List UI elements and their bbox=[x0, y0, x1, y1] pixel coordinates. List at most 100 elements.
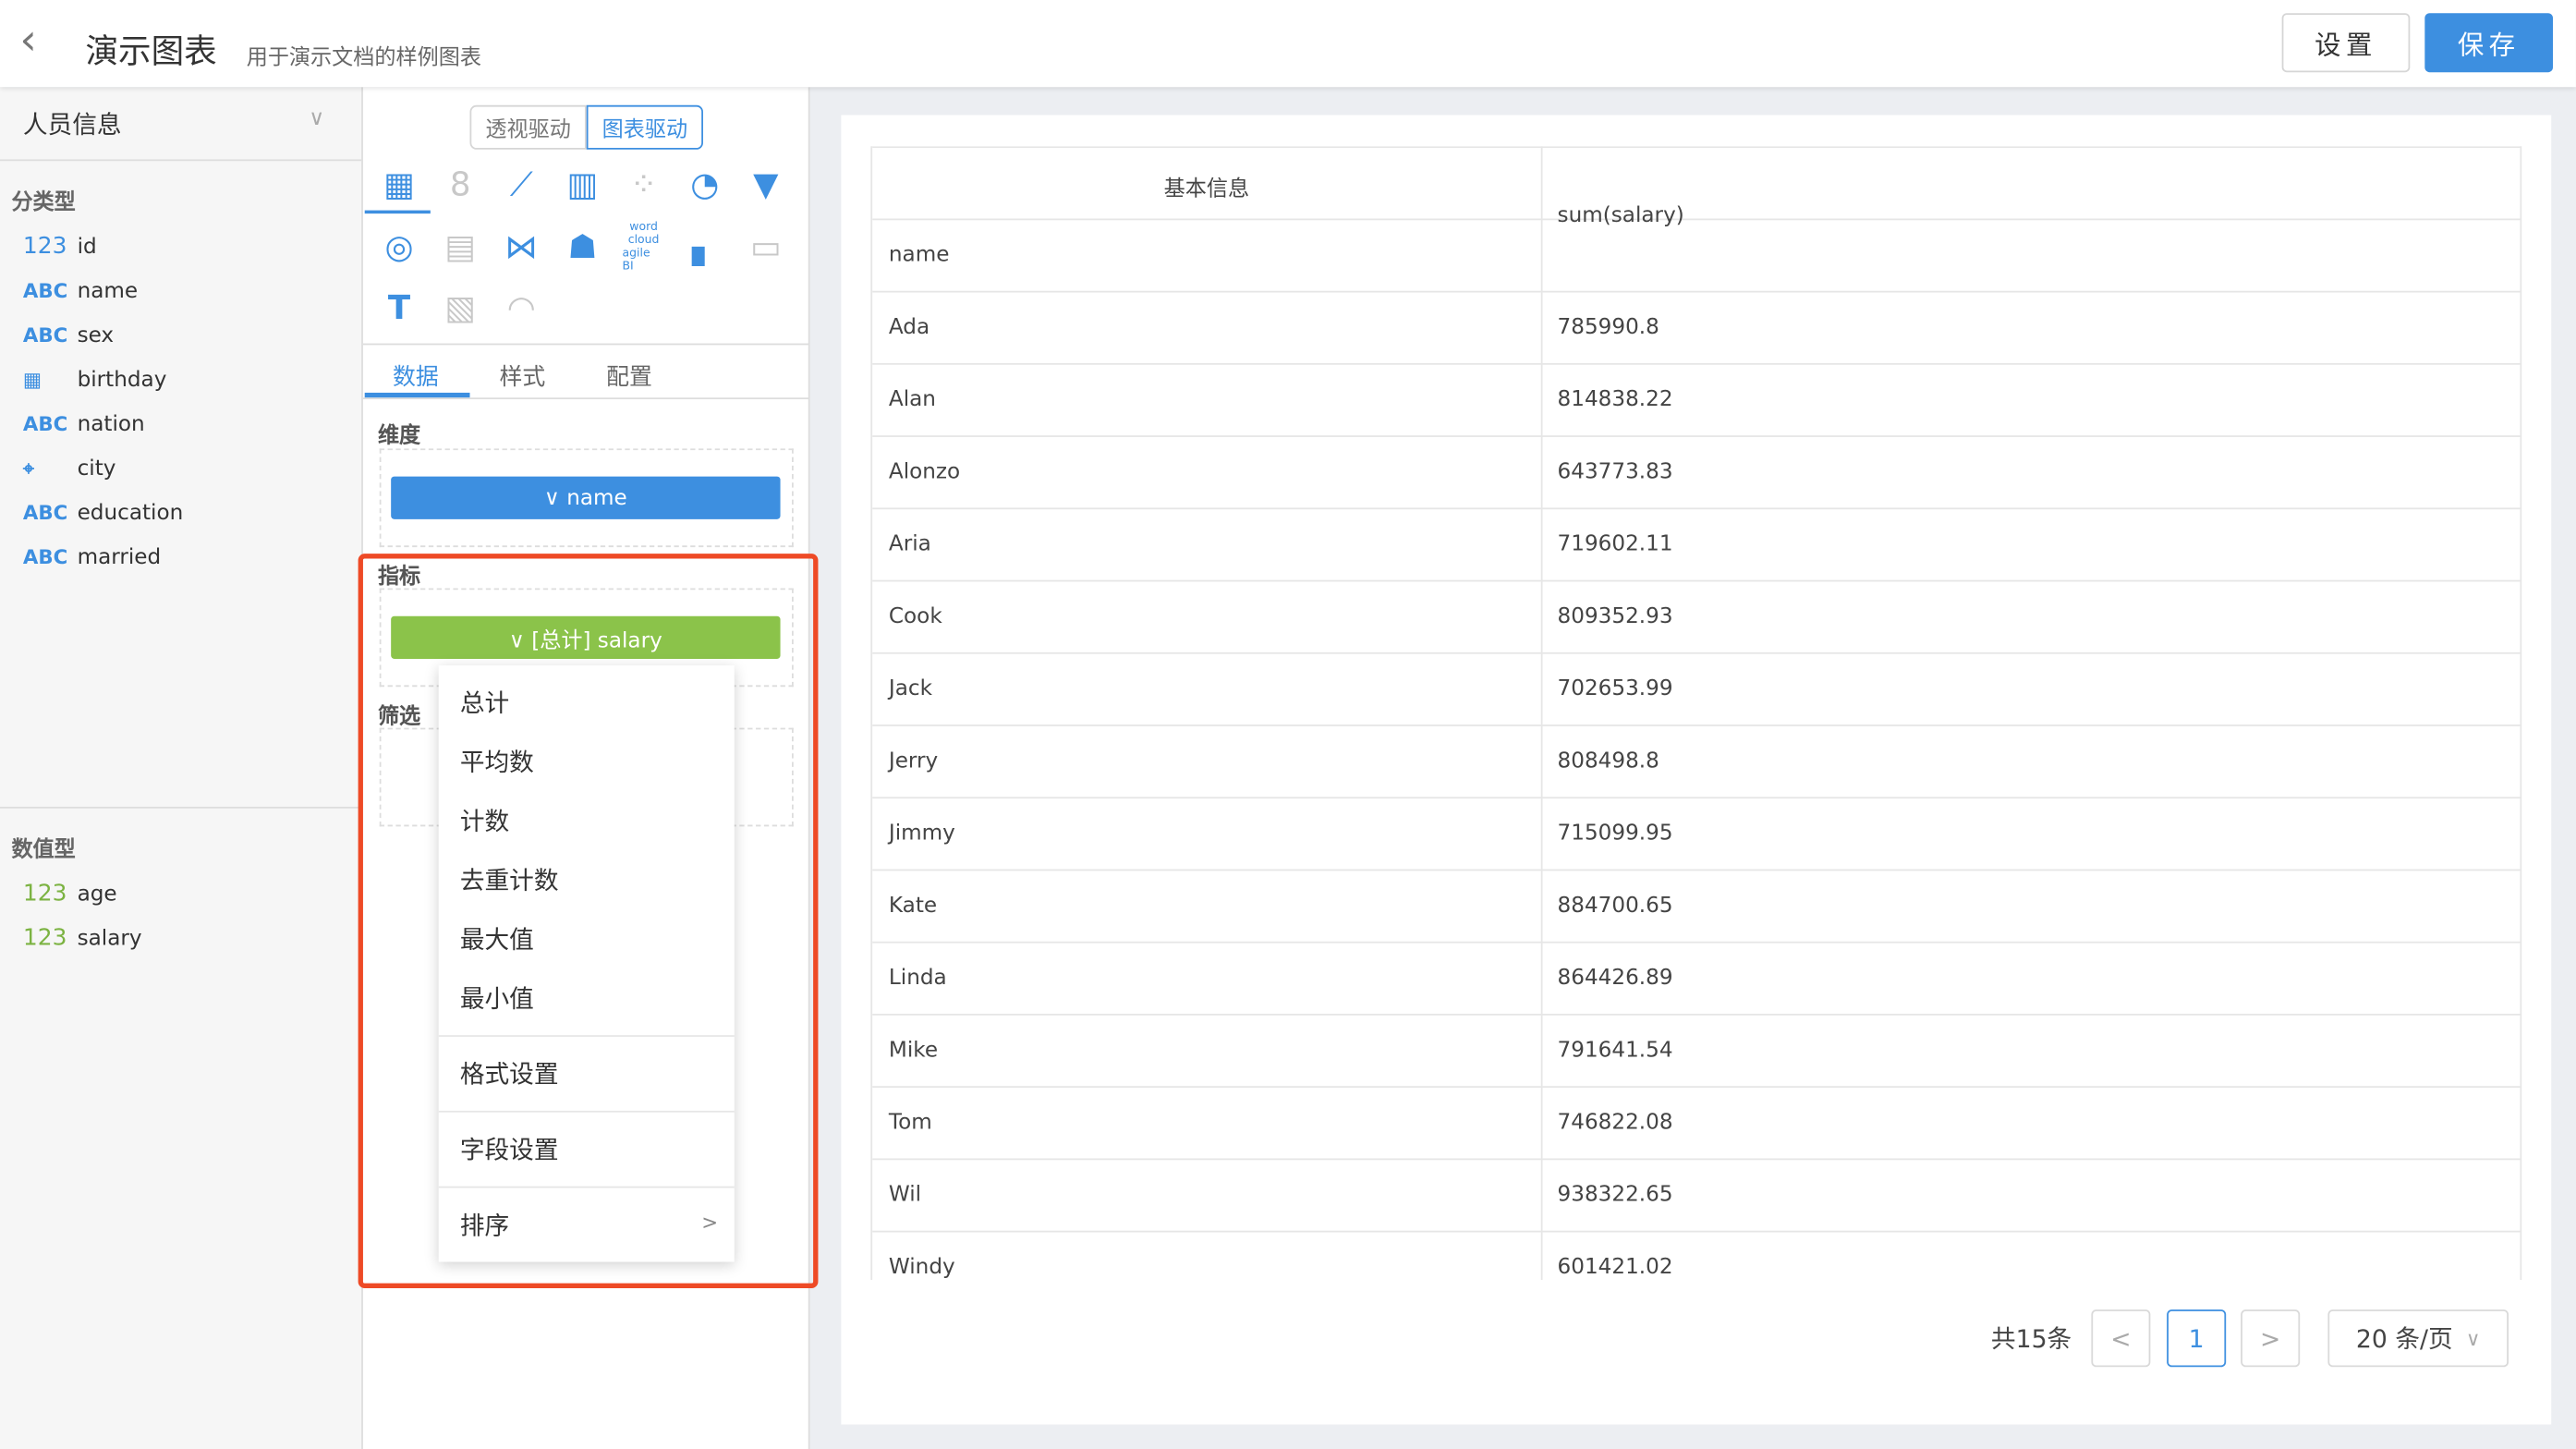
field-name: city bbox=[77, 456, 116, 481]
metric-pill-salary[interactable]: ∨ [总计] salary bbox=[391, 615, 781, 659]
header: ‹ 演示图表 用于演示文档的样例图表 设置 保存 bbox=[0, 0, 2576, 88]
field-age[interactable]: 123 age bbox=[23, 877, 117, 910]
menu-item-aggregate[interactable]: 最小值 bbox=[459, 984, 534, 1015]
back-icon[interactable]: ‹ bbox=[19, 16, 37, 67]
page-size-value: 20 条/页 bbox=[2355, 1324, 2453, 1355]
chart-mode-button[interactable]: 图表驱动 bbox=[586, 104, 703, 150]
cell-sum-salary: 938322.65 bbox=[1557, 1183, 1673, 1208]
cell-sum-salary: 808498.8 bbox=[1557, 749, 1659, 774]
next-page-button[interactable]: > bbox=[2241, 1309, 2301, 1368]
filter-label: 筛选 bbox=[377, 704, 421, 730]
page-1-button[interactable]: 1 bbox=[2167, 1309, 2227, 1368]
column-header-sum-salary[interactable]: sum(salary) bbox=[1557, 203, 1684, 229]
total-count: 共15条 bbox=[1990, 1324, 2072, 1355]
chart-type-waterfall-icon[interactable]: ▖ bbox=[692, 225, 718, 266]
field-city[interactable]: ⌖ city bbox=[23, 452, 116, 485]
field-sex[interactable]: ABC sex bbox=[23, 319, 114, 352]
map-pin-icon: ⌖ bbox=[22, 456, 34, 480]
chart-type-parallel-disabled-icon[interactable]: ▤ bbox=[444, 225, 476, 266]
field-name[interactable]: ABC name bbox=[23, 274, 138, 308]
save-button[interactable]: 保存 bbox=[2424, 13, 2554, 73]
cell-sum-salary: 814838.22 bbox=[1557, 387, 1673, 413]
selected-chart-underline bbox=[364, 210, 431, 214]
chart-type-combo-icon[interactable]: ▧ bbox=[444, 287, 476, 327]
menu-item-aggregate[interactable]: 去重计数 bbox=[459, 866, 559, 896]
table-row: Ada 785990.8 bbox=[872, 290, 2521, 363]
menu-item-aggregate[interactable]: 平均数 bbox=[459, 747, 534, 777]
chart-type-iframe-icon[interactable]: ▭ bbox=[750, 225, 782, 266]
dimension-pill-name[interactable]: ∨ name bbox=[391, 476, 781, 519]
tab-data[interactable]: 数据 bbox=[392, 364, 439, 392]
field-id[interactable]: 123 id bbox=[23, 230, 97, 263]
prev-page-button[interactable]: < bbox=[2091, 1309, 2151, 1368]
cell-sum-salary: 643773.83 bbox=[1557, 459, 1673, 485]
field-name: sex bbox=[77, 323, 115, 348]
numeric-type-icon: 123 bbox=[22, 233, 67, 260]
chart-type-gauge-icon[interactable]: ◠ bbox=[506, 287, 536, 327]
field-married[interactable]: ABC married bbox=[23, 541, 161, 574]
field-education[interactable]: ABC education bbox=[23, 496, 183, 530]
field-name: salary bbox=[77, 925, 142, 951]
cell-sum-salary: 884700.65 bbox=[1557, 894, 1673, 919]
cell-sum-salary: 785990.8 bbox=[1557, 315, 1659, 341]
chevron-down-icon: ∨ bbox=[2465, 1326, 2481, 1350]
cell-name: Tom bbox=[888, 1110, 932, 1136]
menu-item-format[interactable]: 格式设置 bbox=[459, 1059, 559, 1090]
menu-item-aggregate[interactable]: 总计 bbox=[459, 688, 510, 718]
text-type-icon: ABC bbox=[22, 412, 68, 436]
tab-config[interactable]: 配置 bbox=[606, 364, 652, 392]
chevron-right-icon: > bbox=[701, 1211, 719, 1235]
cell-sum-salary: 746822.08 bbox=[1557, 1110, 1673, 1136]
chart-type-radar-icon[interactable]: ◎ bbox=[384, 225, 414, 266]
settings-button[interactable]: 设置 bbox=[2281, 13, 2411, 73]
table-row: Alan 814838.22 bbox=[872, 362, 2521, 435]
menu-item-sort[interactable]: 排序 bbox=[459, 1211, 510, 1241]
field-name: id bbox=[77, 234, 97, 260]
chart-type-kpi-number-icon[interactable]: 8 bbox=[449, 164, 471, 204]
chart-type-parallel-icon[interactable]: ⋈ bbox=[504, 225, 539, 266]
cell-name: Jerry bbox=[888, 749, 939, 774]
cell-name: Kate bbox=[888, 894, 938, 919]
table-row: Linda 864426.89 bbox=[872, 941, 2521, 1014]
dimension-dropzone[interactable] bbox=[379, 448, 794, 548]
calendar-icon: ▦ bbox=[22, 368, 43, 392]
page-size-select[interactable]: 20 条/页 ∨ bbox=[2327, 1309, 2509, 1368]
menu-item-field-settings[interactable]: 字段设置 bbox=[459, 1135, 559, 1165]
chart-type-table-icon[interactable]: ▦ bbox=[383, 164, 415, 204]
pivot-mode-button[interactable]: 透视驱动 bbox=[469, 104, 587, 150]
numeric-type-icon: 123 bbox=[22, 925, 67, 952]
field-salary[interactable]: 123 salary bbox=[23, 921, 142, 955]
metric-label: 指标 bbox=[377, 565, 421, 591]
cell-name: Alan bbox=[888, 387, 936, 413]
menu-divider bbox=[438, 1110, 735, 1113]
column-header-name[interactable]: name bbox=[888, 243, 950, 268]
chart-type-text-icon[interactable]: T bbox=[387, 287, 411, 327]
field-name: nation bbox=[77, 411, 145, 437]
field-nation[interactable]: ABC nation bbox=[23, 408, 145, 441]
dataset-select[interactable]: 人员信息 ∨ bbox=[0, 87, 362, 162]
chart-type-pie-icon[interactable]: ◔ bbox=[690, 164, 720, 204]
cell-sum-salary: 864426.89 bbox=[1557, 966, 1673, 992]
table-row: Kate 884700.65 bbox=[872, 869, 2521, 942]
cell-sum-salary: 809352.93 bbox=[1557, 604, 1673, 629]
menu-item-aggregate[interactable]: 最大值 bbox=[459, 925, 534, 956]
chart-type-word-cloud-icon[interactable]: word cloud agile BI bbox=[623, 219, 665, 272]
data-table: 基本信息 name sum(salary) Ada 785990.8 Alan 814… bbox=[870, 146, 2522, 1281]
field-name: married bbox=[77, 544, 162, 570]
page-title: 演示图表 bbox=[85, 30, 217, 71]
chart-type-line-icon[interactable]: ⟋ bbox=[509, 164, 533, 204]
tab-style[interactable]: 样式 bbox=[499, 364, 546, 392]
chart-type-scatter-icon[interactable]: ⁘ bbox=[629, 164, 658, 204]
cell-name: Jack bbox=[888, 676, 932, 702]
field-birthday[interactable]: ▦ birthday bbox=[23, 363, 167, 396]
cell-sum-salary: 601421.02 bbox=[1557, 1255, 1673, 1281]
text-type-icon: ABC bbox=[22, 323, 68, 347]
cell-name: Windy bbox=[888, 1255, 955, 1281]
chart-type-funnel-icon[interactable]: ▼ bbox=[753, 164, 779, 204]
numeric-type-icon: 123 bbox=[22, 881, 67, 907]
menu-item-aggregate[interactable]: 计数 bbox=[459, 806, 510, 837]
table-row: Windy 601421.02 bbox=[872, 1230, 2521, 1281]
cell-name: Alonzo bbox=[888, 459, 961, 485]
chart-type-bar-icon[interactable]: ▥ bbox=[566, 164, 599, 204]
chart-type-china-map-icon[interactable]: ☗ bbox=[567, 225, 598, 266]
